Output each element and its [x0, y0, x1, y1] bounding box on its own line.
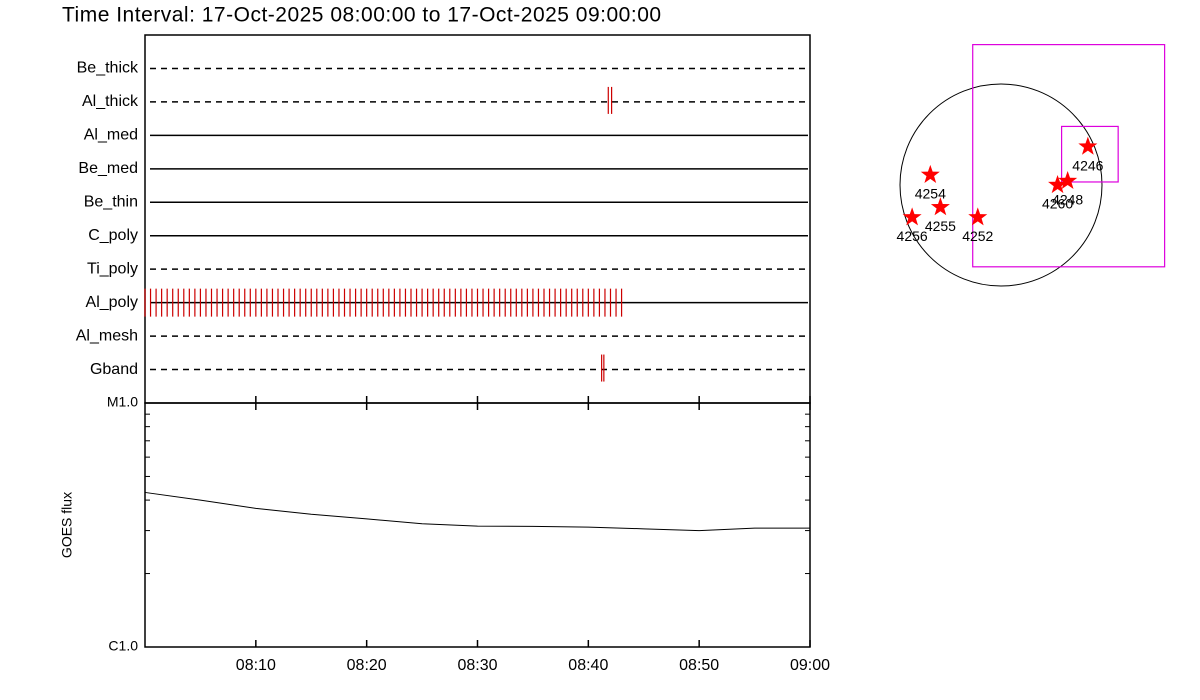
x-tick-label: 08:50: [679, 657, 719, 674]
ar-label: 4255: [925, 218, 956, 234]
filter-label: Be_thin: [84, 193, 138, 210]
ar-label: 4256: [897, 228, 928, 244]
goes-panel-frame: [144, 402, 811, 648]
ar-star: [902, 207, 922, 226]
fov-box: [972, 44, 1166, 268]
goes-y-label: GOES flux: [59, 492, 75, 558]
filter-label: Gband: [90, 361, 138, 378]
filter-label: Al_thick: [82, 93, 139, 110]
filter-label: Al_poly: [86, 294, 138, 311]
x-tick-label: 08:20: [347, 657, 387, 674]
ar-star: [1058, 170, 1078, 190]
filter-label: Al_med: [84, 127, 138, 144]
ar-star: [1048, 175, 1068, 194]
y-tick-label: M1.0: [107, 394, 138, 410]
ar-star: [930, 197, 950, 216]
x-tick-label: 08:40: [568, 657, 608, 674]
filter-label: Be_thick: [77, 60, 139, 77]
ar-label: 4254: [915, 186, 946, 202]
x-tick-label: 08:10: [236, 657, 276, 674]
ar-label: 4260: [1042, 196, 1073, 212]
ar-label: 4248: [1052, 192, 1083, 208]
filter-label: C_poly: [88, 227, 138, 244]
ar-star: [968, 207, 988, 226]
plot-title: Time Interval: 17-Oct-2025 08:00:00 to 1…: [62, 4, 662, 27]
y-tick-label: C1.0: [108, 638, 138, 654]
ar-star: [1078, 136, 1098, 155]
ar-star: [920, 164, 940, 183]
goes-line: [144, 491, 810, 532]
filter-label: Al_mesh: [76, 327, 138, 344]
filter-label: Ti_poly: [87, 260, 138, 277]
filter-label: Be_med: [78, 160, 138, 177]
ar-label: 4252: [962, 228, 993, 244]
filter-panel-frame: [144, 34, 811, 404]
solar-disk: [899, 83, 1103, 287]
x-tick-label: 08:30: [457, 657, 497, 674]
ar-label: 4246: [1072, 157, 1103, 173]
fov-box: [1060, 125, 1119, 183]
x-tick-label: 09:00: [790, 657, 830, 674]
